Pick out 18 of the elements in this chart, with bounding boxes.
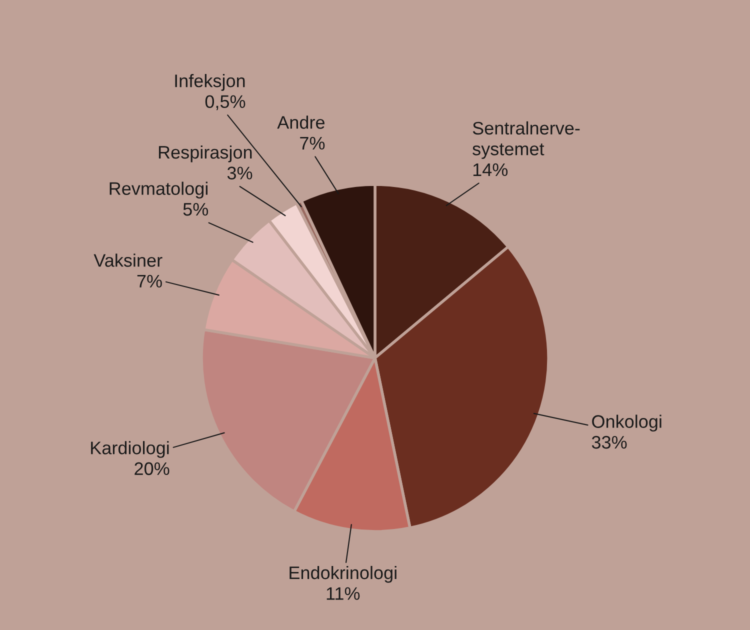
slice-label: Vaksiner [94, 254, 162, 267]
data-label: 20% [134, 462, 170, 476]
slice-label: Andre [277, 116, 324, 129]
slice-label: Revmatologi [110, 182, 208, 199]
slice-label: Sentralnerve- systemet [472, 121, 580, 159]
slice-label: Respirasjon [158, 145, 252, 162]
data-label: 5% [183, 203, 208, 216]
data-label: 33% [592, 436, 627, 449]
slice-label: Kardiologi [91, 441, 169, 458]
slice-label: Infeksjon [175, 74, 245, 91]
slice-label: Onkologi [592, 414, 662, 432]
data-label: 3% [227, 166, 252, 180]
data-label: 7% [300, 136, 325, 150]
data-label: 7% [137, 274, 162, 288]
slice-label: Endokrinologi [290, 566, 396, 583]
data-label: 14% [473, 163, 508, 176]
data-label: 11% [326, 587, 360, 600]
data-label: 0,5% [205, 95, 246, 110]
